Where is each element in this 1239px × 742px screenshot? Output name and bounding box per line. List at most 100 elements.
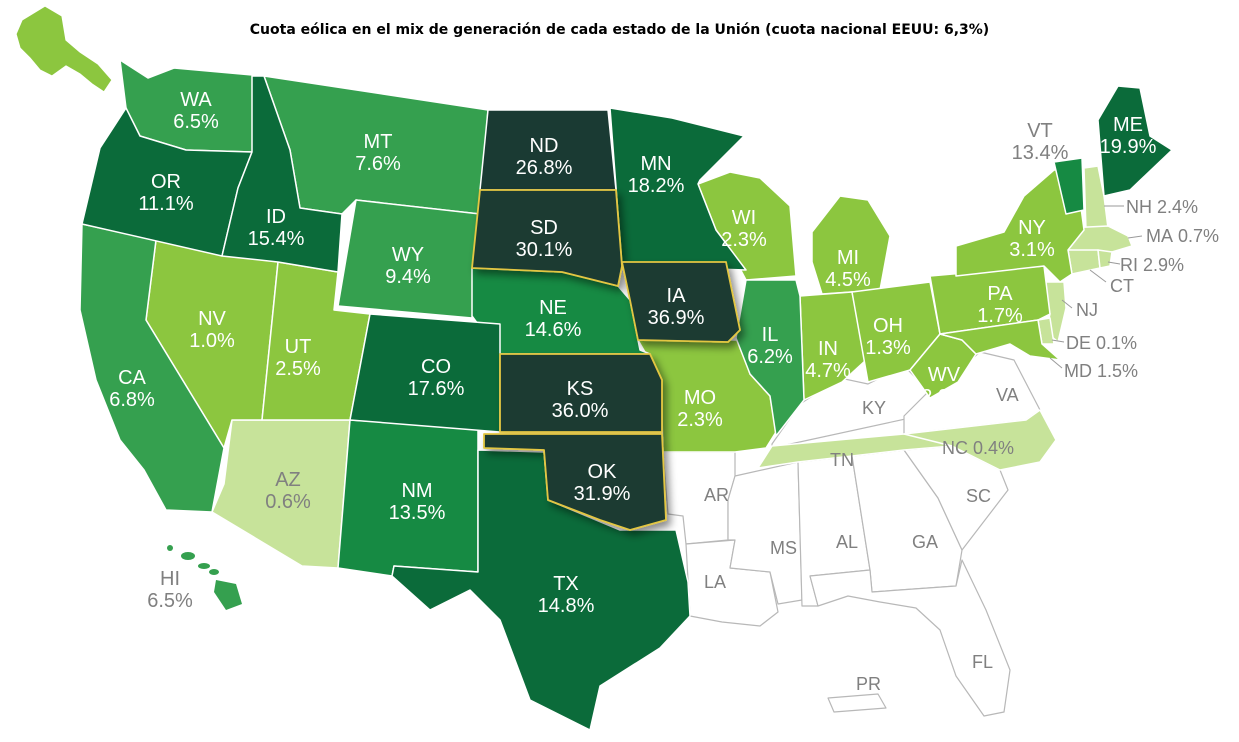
state-value-hi: 6.5% — [147, 590, 193, 612]
state-code-wa: WA — [180, 89, 212, 111]
state-code-nd: ND — [530, 135, 559, 157]
state-VT[interactable] — [1053, 157, 1085, 215]
state-value-tx: 14.8% — [538, 595, 595, 617]
state-HI[interactable] — [167, 545, 242, 610]
state-code-mt: MT — [364, 131, 393, 153]
state-MD[interactable] — [939, 319, 1061, 361]
state-label-ma: MA 0.7% — [1146, 226, 1219, 246]
state-value-ks: 36.0% — [552, 400, 609, 422]
state-code-or: OR — [151, 171, 181, 193]
state-RI[interactable] — [1097, 249, 1113, 269]
state-value-az: 0.6% — [265, 491, 311, 513]
state-WY[interactable] — [337, 199, 481, 319]
state-code-la: LA — [704, 572, 726, 592]
state-value-mo: 2.3% — [677, 409, 723, 431]
state-label-ri: RI 2.9% — [1120, 255, 1184, 275]
state-KS[interactable] — [499, 353, 663, 433]
state-code-ok: OK — [588, 461, 618, 483]
state-MI[interactable] — [811, 195, 891, 295]
state-value-ne: 14.6% — [525, 319, 582, 341]
state-code-nc: NC — [942, 438, 968, 458]
state-value-oh: 1.3% — [865, 337, 911, 359]
state-code-va: VA — [996, 385, 1019, 405]
state-value-de: 0.1% — [1096, 333, 1137, 353]
state-code-id: ID — [266, 206, 286, 228]
state-code-mo: MO — [684, 387, 716, 409]
state-code-co: CO — [421, 356, 451, 378]
state-value-ok: 31.9% — [574, 483, 631, 505]
state-code-in: IN — [818, 338, 838, 360]
state-label-ky: KY — [862, 398, 886, 418]
state-value-id: 15.4% — [248, 228, 305, 250]
state-SD[interactable] — [471, 189, 623, 287]
state-code-nj: NJ — [1076, 300, 1098, 320]
state-code-nh: NH — [1126, 197, 1152, 217]
state-label-nj: NJ — [1076, 300, 1098, 320]
state-value-ma: 0.7% — [1178, 226, 1219, 246]
state-code-sc: SC — [966, 486, 991, 506]
state-value-sd: 30.1% — [516, 239, 573, 261]
state-value-ia: 36.9% — [648, 307, 705, 329]
state-label-tn: TN — [830, 450, 854, 470]
state-code-de: DE — [1066, 333, 1091, 353]
state-value-co: 17.6% — [408, 378, 465, 400]
state-code-pr: PR — [856, 674, 881, 694]
state-ID[interactable] — [221, 75, 343, 273]
state-code-wi: WI — [732, 207, 756, 229]
state-code-ri: RI — [1120, 255, 1138, 275]
state-code-ny: NY — [1018, 217, 1046, 239]
state-code-vt: VT — [1027, 120, 1053, 142]
state-label-al: AL — [836, 532, 858, 552]
state-CT[interactable] — [1067, 249, 1101, 275]
state-code-az: AZ — [275, 469, 301, 491]
state-CA[interactable] — [79, 223, 225, 513]
state-NY[interactable] — [955, 169, 1085, 283]
state-code-al: AL — [836, 532, 858, 552]
state-NH[interactable] — [1083, 165, 1109, 231]
state-label-pr: PR — [856, 674, 881, 694]
state-TX[interactable] — [391, 449, 691, 731]
state-label-ar: AR — [704, 485, 729, 505]
state-FL[interactable] — [809, 559, 1011, 717]
state-IL[interactable] — [735, 279, 805, 437]
state-value-wa: 6.5% — [173, 111, 219, 133]
state-value-me: 19.9% — [1100, 136, 1157, 158]
state-label-de: DE 0.1% — [1066, 333, 1137, 353]
state-label-nc: NC 0.4% — [942, 438, 1014, 458]
state-code-ca: CA — [118, 367, 146, 389]
state-value-nd: 26.8% — [516, 157, 573, 179]
state-code-ut: UT — [285, 336, 312, 358]
state-AK[interactable] — [15, 5, 113, 93]
state-code-sd: SD — [530, 217, 558, 239]
state-ME[interactable] — [1097, 85, 1173, 197]
state-labels: WA6.5%OR11.1%CA6.8%ID15.4%NV1.0%MT7.6%WY… — [109, 89, 1219, 694]
state-label-ct: CT — [1110, 276, 1134, 296]
state-value-wy: 9.4% — [385, 266, 431, 288]
state-code-ne: NE — [539, 297, 567, 319]
state-code-hi: HI — [160, 568, 180, 590]
state-value-in: 4.7% — [805, 360, 851, 382]
state-value-il: 6.2% — [747, 346, 793, 368]
state-label-la: LA — [704, 572, 726, 592]
state-NC[interactable] — [903, 409, 1057, 471]
state-value-pa: 1.7% — [977, 305, 1023, 327]
state-label-md: MD 1.5% — [1064, 361, 1138, 381]
state-label-fl: FL — [972, 652, 993, 672]
state-IA[interactable] — [621, 261, 741, 343]
state-value-nm: 13.5% — [389, 502, 446, 524]
state-code-tx: TX — [553, 573, 579, 595]
state-value-nc: 0.4% — [973, 438, 1014, 458]
state-label-sc: SC — [966, 486, 991, 506]
state-OK[interactable] — [483, 433, 667, 531]
map-title: Cuota eólica en el mix de generación de … — [249, 22, 990, 38]
state-label-ga: GA — [912, 532, 938, 552]
state-value-mt: 7.6% — [355, 153, 401, 175]
state-code-fl: FL — [972, 652, 993, 672]
state-code-il: IL — [762, 324, 779, 346]
state-PR[interactable] — [827, 693, 887, 713]
state-label-va: VA — [996, 385, 1019, 405]
state-code-ga: GA — [912, 532, 938, 552]
state-code-ia: IA — [667, 285, 687, 307]
state-value-nv: 1.0% — [189, 330, 235, 352]
state-code-ar: AR — [704, 485, 729, 505]
